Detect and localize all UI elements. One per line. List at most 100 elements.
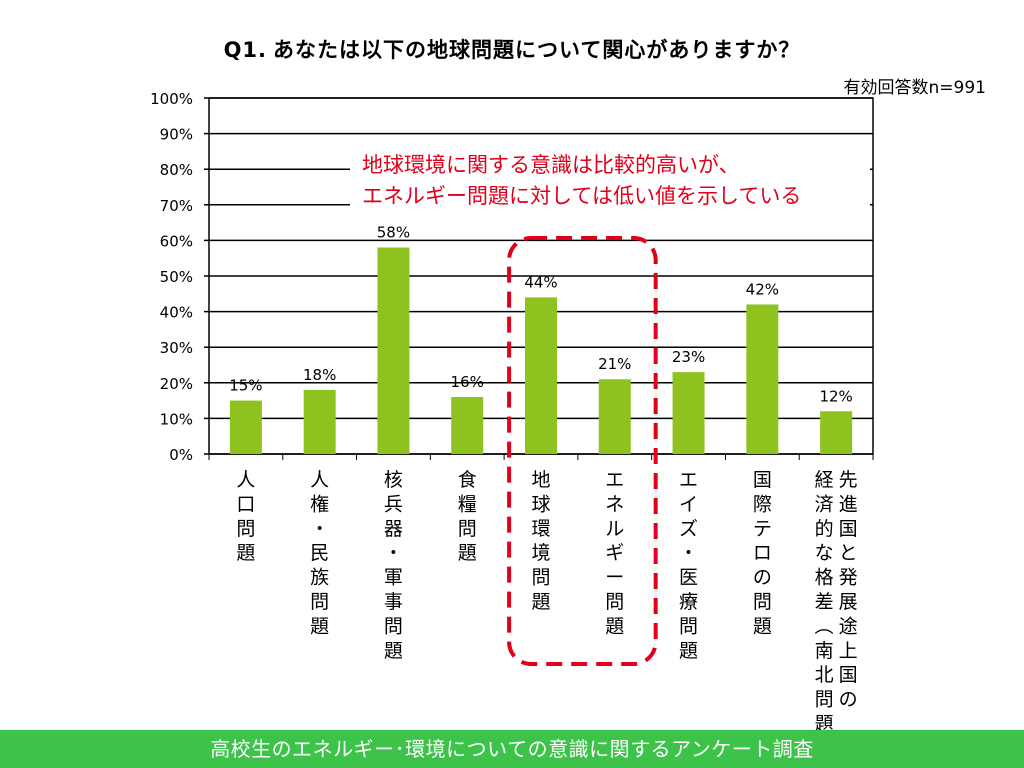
category-label-char: 民 [310,542,329,564]
category-label-char: ー [605,567,624,589]
category-label-char: 済 [815,493,834,515]
category-label-char: 口 [236,493,255,515]
category-label-char: 国 [839,664,858,686]
category-label-char: ・ [310,518,329,540]
category-label-char: 展 [839,591,858,613]
y-tick-label: 80% [160,161,193,179]
category-label-char: 問 [384,615,403,637]
bar [598,379,631,454]
category-label-char: 族 [310,567,329,589]
data-label: 44% [524,273,557,291]
response-count-note: 有効回答数n=991 [843,78,986,98]
category-label-char: 問 [236,518,255,540]
category-label-char: ル [605,518,624,540]
category-label-char: 際 [753,493,772,515]
category-label-char: 問 [679,615,698,637]
bar [820,411,853,454]
category-label-char: 題 [679,640,698,662]
bar [451,397,484,454]
data-label: 12% [819,387,852,405]
category-label-char: 問 [815,689,834,711]
category-label-char: ロ [753,542,772,564]
category-label-char: 経 [815,469,834,491]
category-label-char: ・ [679,542,698,564]
category-label-char: 問 [458,518,477,540]
category-label-char: 題 [310,615,329,637]
category-label-char: ギ [605,542,624,564]
category-label-char: と [839,542,858,564]
question-text: あなたは以下の地球問題について関心がありますか？ [273,38,801,62]
category-label-char: の [839,689,858,711]
bar [377,247,410,454]
category-label-char: エ [679,469,698,491]
category-label-char: ズ [679,518,698,540]
bar [672,372,705,454]
category-label-char: 問 [531,567,550,589]
y-tick-label: 0% [169,446,193,464]
category-label-char: 発 [839,567,858,589]
category-label-char: 器 [384,518,403,540]
category-label-char: 療 [679,591,698,613]
category-label-char: な [815,542,834,564]
category-label-char: 糧 [458,493,477,515]
category-label-char: 環 [531,518,550,540]
data-label: 15% [229,377,262,395]
category-label-char: 先 [839,469,858,491]
category-label-char: 上 [839,640,858,662]
y-tick-label: 30% [160,339,193,357]
data-label: 23% [672,348,705,366]
bar [303,389,336,454]
category-label-char: ネ [605,493,624,515]
category-label-char: 国 [839,518,858,540]
category-label-char: 問 [753,591,772,613]
category-label-char: イ [679,493,698,515]
category-label-char: エ [605,469,624,491]
y-tick-label: 60% [160,232,193,250]
category-label-char: 南 [815,640,834,662]
category-label-char: 食 [458,469,477,491]
category-label-char: 的 [815,518,834,540]
category-label-char: 地 [531,469,550,491]
category-label-char: テ [753,518,772,540]
category-label-char: 事 [384,591,403,613]
data-label: 58% [377,224,410,242]
data-label: 42% [746,280,779,298]
question-number: Q1. [223,38,268,62]
category-label-char: 途 [839,615,858,637]
category-label-char: （ [812,616,834,635]
highlight-box [507,236,658,666]
category-label-char: 題 [531,591,550,613]
y-tick-label: 100% [150,90,193,108]
category-label-char: 球 [531,493,550,515]
category-label-char: 医 [679,567,698,589]
annotation-text: エネルギー問題に対しては低い値を示している [362,184,801,208]
annotation-text: 地球環境に関する意識は比較的高いが、 [362,153,740,177]
bar-chart: 0%10%20%30%40%50%60%70%80%90%100%15%人口問題… [150,90,874,730]
category-label-char: 北 [815,664,834,686]
category-label-char: の [753,567,772,589]
data-label: 16% [451,373,484,391]
category-label-char: 進 [839,493,858,515]
footer-banner: 高校生のエネルギー･環境についての意識に関するアンケート調査 [0,730,1024,768]
bar [229,400,262,454]
category-label-char: 題 [753,615,772,637]
category-label-char: 権 [310,493,329,515]
y-tick-label: 50% [160,268,193,286]
y-tick-label: 20% [160,375,193,393]
category-label-char: 題 [815,713,834,730]
annotation-background [350,144,870,216]
category-label-char: 問 [310,591,329,613]
y-tick-label: 90% [160,126,193,144]
category-label-char: 題 [458,542,477,564]
category-label-char: 核 [384,469,403,491]
category-label-char: 題 [236,542,255,564]
y-tick-label: 70% [160,197,193,215]
category-label-char: 人 [236,469,255,491]
category-label-char: 題 [384,640,403,662]
bar [746,304,779,454]
category-label-char: 題 [605,615,624,637]
category-label-char: 国 [753,469,772,491]
data-label: 21% [598,355,631,373]
data-label: 18% [303,366,336,384]
y-tick-label: 40% [160,304,193,322]
